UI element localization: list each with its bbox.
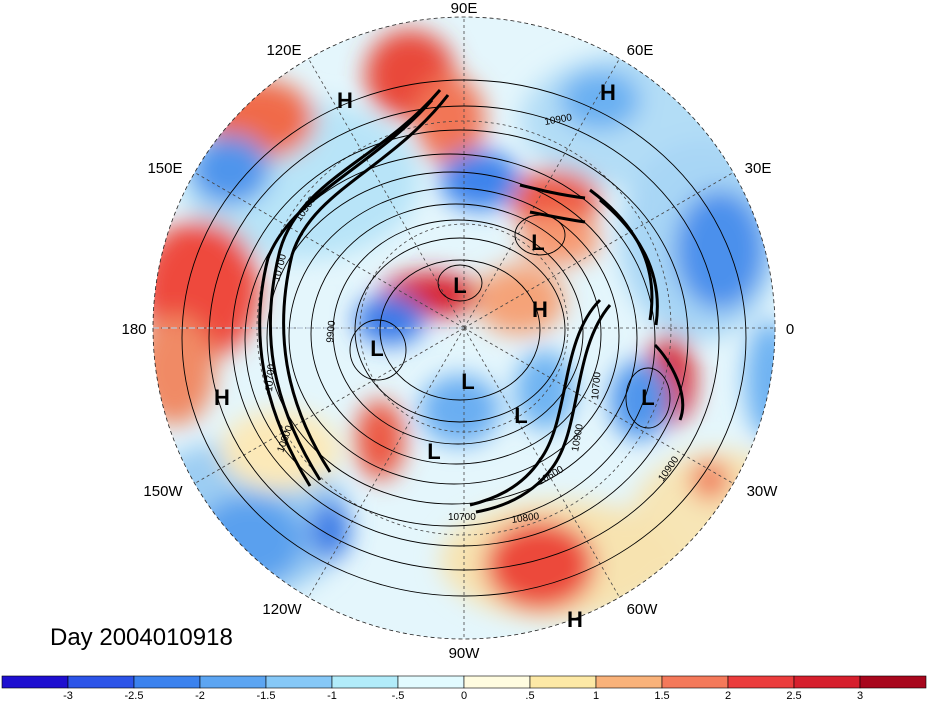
lon-label-150e: 150E xyxy=(147,160,182,177)
colorbar-swatch xyxy=(529,675,597,689)
colorbar-swatch xyxy=(331,675,399,689)
map-boundary xyxy=(152,16,776,640)
colorbar-tick-label: 3 xyxy=(857,690,863,702)
colorbar-swatch xyxy=(265,675,333,689)
pressure-centers: H H H H H L L L L L L L xyxy=(214,80,655,632)
colorbar-swatch xyxy=(199,675,267,689)
colorbar-swatch xyxy=(67,675,135,689)
low-pressure-marker: L xyxy=(370,336,383,361)
colorbar-swatch xyxy=(1,675,69,689)
colorbar: -3 -2.5 -2 -1.5 -1 -.5 0 .5 1 1.5 2 2.5 3 xyxy=(1,675,927,702)
meridian-line xyxy=(308,327,465,598)
colorbar-swatch xyxy=(859,675,927,689)
jet-stream-contours xyxy=(258,89,685,514)
lon-label-120e: 120E xyxy=(266,42,301,59)
meridian-line xyxy=(463,327,734,484)
contour-label: 10800 xyxy=(511,511,541,526)
meridian-line xyxy=(463,58,620,329)
high-pressure-marker: H xyxy=(532,297,548,322)
contour-label: 10900 xyxy=(570,423,586,453)
colorbar-swatch xyxy=(133,675,201,689)
colorbar-swatch xyxy=(661,675,729,689)
lon-label-90e: 90E xyxy=(451,0,478,17)
meridian-line xyxy=(194,327,465,484)
colorbar-tick-label: 2 xyxy=(725,690,731,702)
colorbar-tick-label: 0 xyxy=(461,690,467,702)
contour-label: 10700 xyxy=(590,371,603,400)
lon-label-60e: 60E xyxy=(627,42,654,59)
high-pressure-marker: H xyxy=(567,607,583,632)
low-pressure-marker: L xyxy=(531,230,544,255)
contour-label: 10700 xyxy=(264,363,277,392)
colorbar-tick-label: 1 xyxy=(593,690,599,702)
contour-label: 10700 xyxy=(448,512,476,523)
high-pressure-marker: H xyxy=(214,385,230,410)
colorbar-swatch xyxy=(397,675,465,689)
colorbar-tick-label: -2.5 xyxy=(125,690,144,702)
lon-label-30e: 30E xyxy=(745,160,772,177)
meridian-line xyxy=(463,327,620,598)
low-pressure-marker: L xyxy=(514,403,527,428)
date-label: Day 2004010918 xyxy=(50,624,233,651)
low-pressure-marker: L xyxy=(453,273,466,298)
high-pressure-marker: H xyxy=(600,80,616,105)
meridian-line xyxy=(463,172,734,329)
lon-label-0: 0 xyxy=(786,321,794,338)
colorbar-tick-label: 2.5 xyxy=(786,690,801,702)
high-pressure-marker: H xyxy=(337,88,353,113)
colorbar-swatch xyxy=(727,675,795,689)
colorbar-swatch xyxy=(595,675,663,689)
low-pressure-marker: L xyxy=(641,385,654,410)
lon-label-60w: 60W xyxy=(627,601,659,618)
colorbar-tick-label: -1 xyxy=(327,690,337,702)
colorbar-tick-label: -.5 xyxy=(392,690,405,702)
lon-label-120w: 120W xyxy=(262,601,302,618)
colorbar-tick-label: -1.5 xyxy=(257,690,276,702)
colorbar-tick-label: -2 xyxy=(195,690,205,702)
colorbar-tick-label: .5 xyxy=(525,690,534,702)
colorbar-tick-label: -3 xyxy=(63,690,73,702)
lon-label-180: 180 xyxy=(121,321,146,338)
contour-label: 9900 xyxy=(325,320,338,344)
height-contours xyxy=(181,79,747,597)
low-pressure-marker: L xyxy=(427,439,440,464)
colorbar-tick-label: 1.5 xyxy=(654,690,669,702)
contour-label: 10900 xyxy=(544,112,574,128)
colorbar-swatch xyxy=(793,675,861,689)
lon-label-90w: 90W xyxy=(449,645,481,662)
meridian-lines xyxy=(153,17,775,639)
low-pressure-marker: L xyxy=(461,369,474,394)
longitude-labels: 90E 60E 30E 0 30W 60W 90W 120W 150W 180 … xyxy=(121,0,794,662)
meridian-line xyxy=(308,58,465,329)
colorbar-swatch xyxy=(463,675,531,689)
meridian-line xyxy=(194,172,465,329)
lon-label-30w: 30W xyxy=(747,483,779,500)
lon-label-150w: 150W xyxy=(143,483,183,500)
